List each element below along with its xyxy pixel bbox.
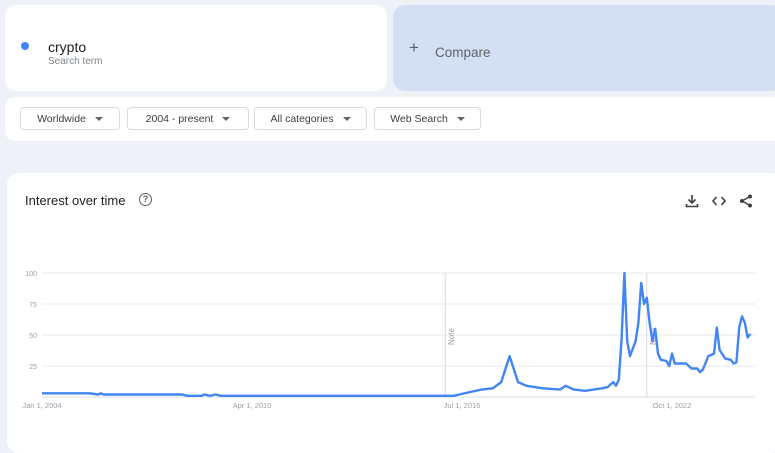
download-icon[interactable] (684, 193, 700, 209)
series-color-dot (21, 42, 29, 50)
y-tick-label: 75 (29, 302, 37, 309)
caret-down-icon (342, 116, 351, 121)
x-tick-label: Oct 1, 2022 (653, 401, 692, 410)
search-term-subtitle: Search term (48, 56, 103, 67)
region-dropdown[interactable]: Worldwide (20, 107, 120, 130)
category-dropdown[interactable]: All categories (254, 107, 367, 130)
time-range-label: 2004 - present (145, 112, 214, 125)
search-type-label: Web Search (390, 112, 448, 125)
compare-label: Compare (435, 45, 491, 60)
x-tick-label: Jul 1, 2016 (444, 401, 481, 410)
help-icon[interactable]: ? (139, 193, 152, 206)
embed-icon[interactable] (711, 193, 727, 209)
panel-title: Interest over time (25, 193, 126, 208)
plus-icon: + (409, 38, 419, 57)
compare-button[interactable]: + Compare (393, 5, 775, 91)
search-type-dropdown[interactable]: Web Search (374, 107, 481, 130)
search-term-card[interactable]: crypto Search term (5, 5, 387, 91)
share-icon[interactable] (738, 193, 754, 209)
time-range-dropdown[interactable]: 2004 - present (127, 107, 249, 130)
note-label: Note (447, 328, 456, 345)
caret-down-icon (222, 116, 231, 121)
series-line (42, 271, 752, 397)
filter-bar: Worldwide 2004 - present All categories … (5, 97, 775, 141)
caret-down-icon (94, 116, 103, 121)
region-label: Worldwide (37, 112, 86, 125)
y-tick-label: 50 (29, 333, 37, 340)
x-tick-label: Apr 1, 2010 (233, 401, 272, 410)
caret-down-icon (456, 116, 465, 121)
x-tick-label: Jan 1, 2004 (22, 401, 61, 410)
search-term[interactable]: crypto (48, 39, 87, 55)
y-tick-label: 25 (29, 364, 37, 371)
category-label: All categories (270, 112, 334, 125)
y-tick-label: 100 (25, 271, 37, 278)
